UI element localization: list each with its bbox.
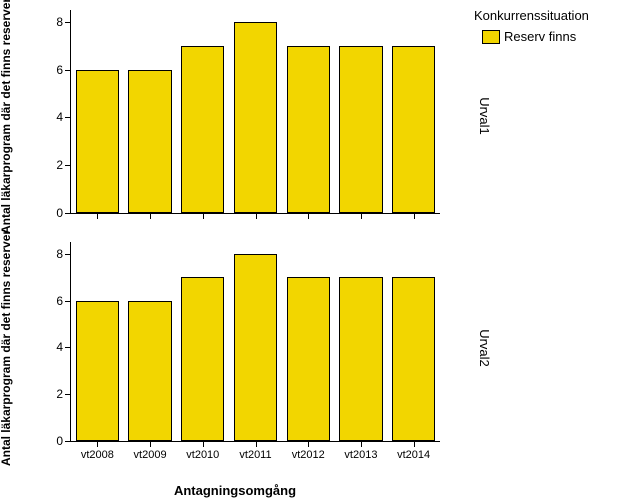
- panel-urval2: Antal läkarprogram där det finns reserve…: [0, 232, 470, 464]
- x-tick: [150, 441, 151, 447]
- x-tick: [361, 213, 362, 219]
- x-tick-label: vt2013: [344, 449, 377, 461]
- y-tick-label: 4: [41, 340, 63, 354]
- bar: [181, 46, 224, 213]
- y-tick-label: 6: [41, 294, 63, 308]
- y-tick-label: 8: [41, 15, 63, 29]
- bar: [339, 277, 382, 441]
- bar: [392, 277, 435, 441]
- x-tick-label: vt2008: [81, 449, 114, 461]
- y-tick-label: 0: [41, 206, 63, 220]
- x-tick-label: vt2012: [292, 449, 325, 461]
- chart-page: Antal läkarprogram där det finns reserve…: [0, 0, 629, 504]
- y-tick: [65, 213, 71, 214]
- panel-urval1: Antal läkarprogram där det finns reserve…: [0, 0, 470, 232]
- legend-title: Konkurrenssituation: [474, 8, 625, 23]
- legend-item: Reserv finns: [482, 29, 625, 44]
- y-tick: [65, 441, 71, 442]
- bar: [287, 46, 330, 213]
- x-tick: [203, 441, 204, 447]
- x-tick: [308, 213, 309, 219]
- bar: [181, 277, 224, 441]
- bar: [128, 301, 171, 441]
- bars-urval1: [71, 10, 440, 213]
- x-tick: [361, 441, 362, 447]
- bar: [287, 277, 330, 441]
- bar: [128, 70, 171, 213]
- bar: [76, 301, 119, 441]
- plot-area-urval2: 02468 vt2008vt2009vt2010vt2011vt2012vt20…: [70, 242, 440, 442]
- y-tick-label: 2: [41, 158, 63, 172]
- legend-label: Reserv finns: [504, 29, 576, 44]
- x-tick: [97, 213, 98, 219]
- y-axis-title: Antal läkarprogram där det finns reserve…: [0, 0, 13, 234]
- bar: [392, 46, 435, 213]
- y-tick-label: 6: [41, 63, 63, 77]
- y-tick-label: 8: [41, 247, 63, 261]
- bar: [76, 70, 119, 213]
- legend: Konkurrenssituation Reserv finns: [470, 0, 629, 504]
- x-tick-label: vt2014: [397, 449, 430, 461]
- x-tick: [308, 441, 309, 447]
- x-tick: [256, 213, 257, 219]
- x-tick: [414, 441, 415, 447]
- x-axis-title: Antagningsomgång: [0, 483, 470, 498]
- x-tick: [256, 441, 257, 447]
- charts-column: Antal läkarprogram där det finns reserve…: [0, 0, 470, 504]
- y-tick-label: 2: [41, 387, 63, 401]
- bar: [234, 22, 277, 213]
- y-axis-title: Antal läkarprogram där det finns reserve…: [0, 230, 13, 466]
- bar: [234, 254, 277, 441]
- x-tick: [203, 213, 204, 219]
- plot-area-urval1: 02468: [70, 10, 440, 214]
- x-tick-label: vt2010: [186, 449, 219, 461]
- x-tick-label: vt2009: [134, 449, 167, 461]
- y-tick-label: 4: [41, 110, 63, 124]
- bar: [339, 46, 382, 213]
- x-tick: [414, 213, 415, 219]
- x-tick-label: vt2011: [239, 449, 271, 461]
- x-tick: [150, 213, 151, 219]
- legend-swatch: [482, 30, 500, 44]
- y-tick-label: 0: [41, 434, 63, 448]
- bars-urval2: [71, 242, 440, 441]
- x-tick: [97, 441, 98, 447]
